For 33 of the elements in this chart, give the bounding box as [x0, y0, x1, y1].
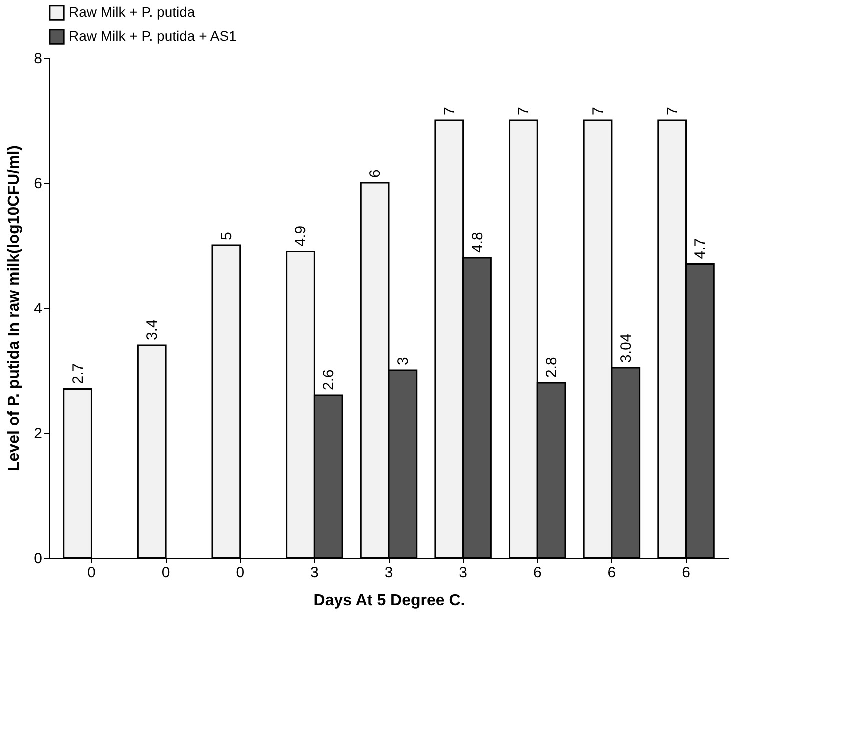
legend-label: Raw Milk + P. putida + AS1 — [69, 28, 238, 44]
data-label: 3.4 — [144, 320, 162, 340]
x-tick-label: 6 — [608, 564, 616, 582]
data-label: 4.9 — [292, 226, 310, 247]
data-label: 7 — [441, 107, 458, 116]
x-tick-label: 3 — [459, 564, 468, 582]
data-label: 5 — [218, 232, 236, 240]
data-label: 7 — [516, 107, 533, 116]
data-label: 7 — [664, 107, 682, 116]
data-label: 3 — [394, 357, 412, 366]
y-tick-label: 0 — [34, 550, 42, 568]
y-tick-label: 6 — [34, 176, 42, 192]
y-tick-label: 2 — [34, 426, 42, 442]
data-label: 6 — [367, 170, 384, 178]
data-label: 4.7 — [692, 238, 710, 260]
data-label: 2.8 — [544, 357, 561, 378]
data-label: 2.7 — [70, 363, 87, 384]
x-tick-label: 6 — [682, 564, 690, 582]
x-tick-label: 0 — [236, 564, 245, 582]
data-label: 4.8 — [469, 232, 486, 253]
x-axis-title: Days At 5 Degree C. — [314, 592, 466, 610]
x-tick-label: 0 — [88, 564, 96, 582]
x-tick-label: 6 — [533, 564, 542, 582]
legend-label: Raw Milk + P. putida — [69, 4, 196, 20]
x-tick-label: 0 — [162, 564, 170, 582]
y-tick-label: 8 — [34, 50, 42, 68]
y-axis-title: Level of P. putida In raw milk(log10CFU/ml) — [6, 146, 24, 472]
y-tick-label: 4 — [34, 300, 42, 318]
x-tick-label: 3 — [384, 564, 394, 582]
data-label: 7 — [590, 107, 608, 116]
data-label: 3.04 — [618, 334, 635, 363]
x-tick-label: 3 — [310, 564, 319, 582]
data-label: 2.6 — [320, 370, 338, 390]
